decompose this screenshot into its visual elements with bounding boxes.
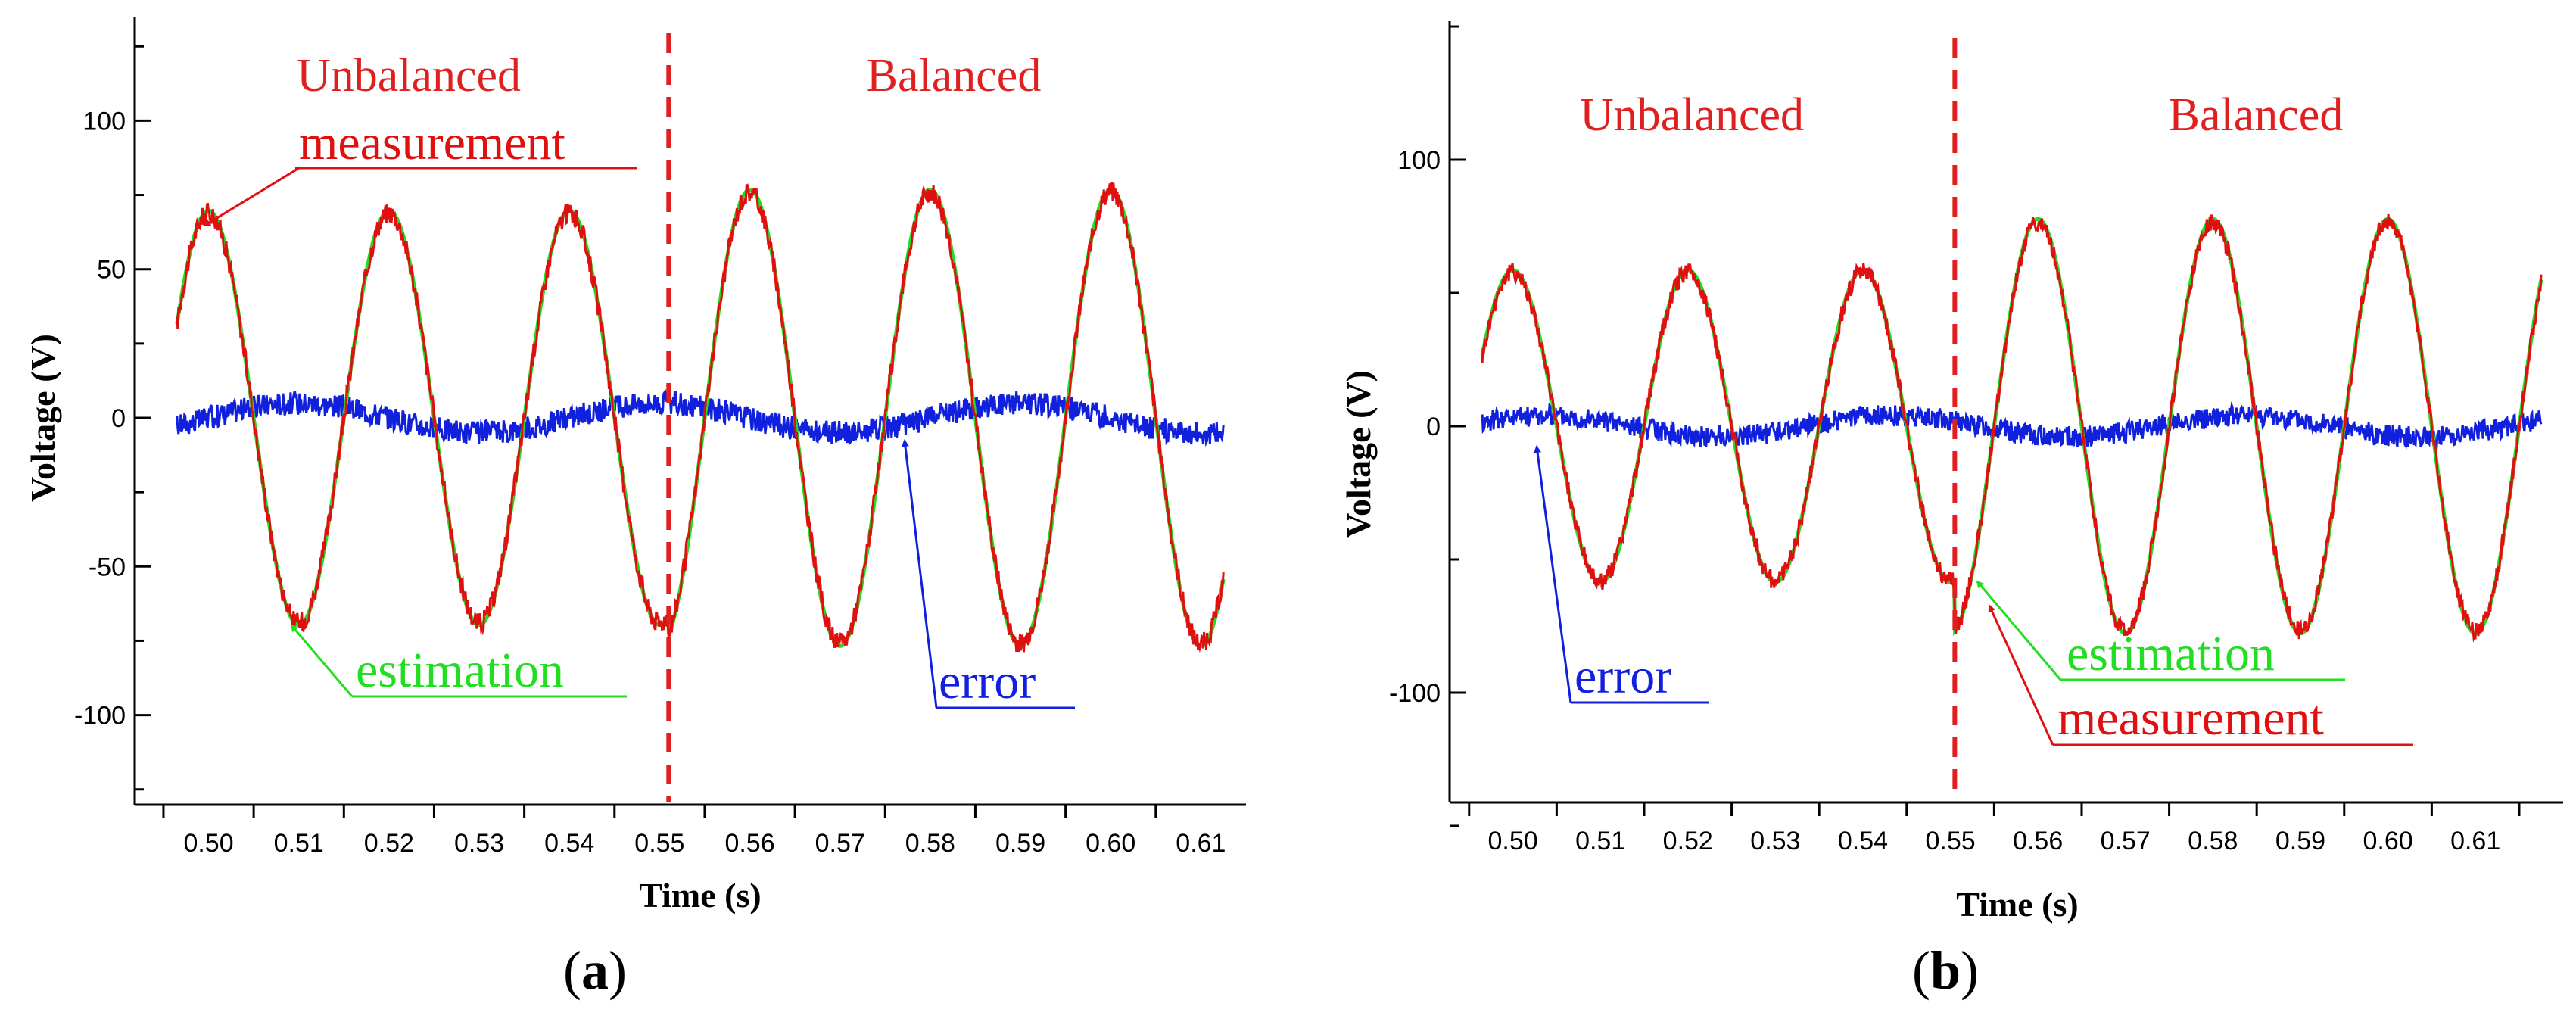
- annotation-arrow-measurement-a: [203, 167, 300, 227]
- x-tick-label: 0.54: [1838, 827, 1888, 855]
- x-tick-label: 0.55: [1925, 827, 1975, 855]
- y-ticks-a: 100 50 0 -50 -100: [74, 45, 151, 791]
- y-tick-label: 100: [1397, 146, 1441, 175]
- x-tick-label: 0.51: [1575, 827, 1625, 855]
- y-tick-label: 50: [97, 256, 126, 285]
- x-tick-label: 0.51: [274, 829, 324, 858]
- annotation-arrow-error-b: [1534, 445, 1572, 703]
- x-ticks-b: 0.50 0.51 0.52 0.53 0.54 0.55 0.56 0.57 0.58 0.59…: [1468, 802, 2521, 855]
- y-ticks-b: 100 0 -100: [1389, 25, 1466, 827]
- error-line-a: [176, 389, 1225, 447]
- region-label-balanced-a: Balanced: [867, 50, 1042, 101]
- y-tick-label: 100: [83, 107, 126, 136]
- x-tick-label: 0.50: [183, 829, 233, 858]
- annotation-arrow-measurement-b: [1988, 604, 2054, 746]
- x-tick-label: 0.53: [454, 829, 504, 858]
- x-tick-label: 0.57: [2101, 827, 2151, 855]
- y-axis-label-a: Voltage (V): [23, 334, 62, 502]
- annotation-arrow-estimation-a: [290, 624, 354, 697]
- panel-letter-a: a: [581, 940, 609, 1001]
- x-tick-label: 0.52: [1663, 827, 1713, 855]
- y-tick-label: -100: [1389, 679, 1441, 708]
- x-tick-label: 0.50: [1487, 827, 1537, 855]
- y-tick-label: 0: [111, 404, 126, 433]
- x-tick-label: 0.53: [1750, 827, 1800, 855]
- annotation-estimation-a: estimation: [356, 643, 564, 698]
- x-tick-label: 0.56: [2013, 827, 2063, 855]
- y-tick-label: -50: [89, 553, 126, 581]
- y-tick-label: 0: [1426, 413, 1441, 441]
- region-label-unbalanced-b: Unbalanced: [1580, 89, 1804, 141]
- x-tick-label: 0.55: [634, 829, 684, 858]
- x-tick-label: 0.60: [2363, 827, 2412, 855]
- x-tick-label: 0.52: [364, 829, 414, 858]
- annotation-estimation-b: estimation: [2067, 626, 2275, 681]
- x-axis-label-b: Time (s): [1956, 885, 2078, 924]
- y-axis-label-b: Voltage (V): [1339, 370, 1378, 538]
- measurement-line-b: [1481, 213, 2543, 643]
- panel-letter-b: b: [1930, 940, 1961, 1001]
- x-ticks-a: 0.50 0.51 0.52 0.53 0.54 0.55 0.56 0.57 0.58 0.59…: [162, 805, 1226, 858]
- region-label-unbalanced-a: Unbalanced: [297, 50, 521, 101]
- x-axis-label-a: Time (s): [639, 876, 761, 914]
- x-tick-label: 0.59: [2275, 827, 2325, 855]
- x-tick-label: 0.58: [905, 829, 955, 858]
- annotation-measurement-b: measurement: [2057, 690, 2324, 746]
- annotation-error-a: error: [939, 654, 1036, 709]
- x-tick-label: 0.58: [2188, 827, 2238, 855]
- annotation-error-b: error: [1575, 649, 1671, 704]
- x-tick-label: 0.61: [2450, 827, 2500, 855]
- annotation-arrow-error-a: [901, 439, 938, 709]
- x-tick-label: 0.54: [544, 829, 594, 858]
- region-label-balanced-b: Balanced: [2169, 89, 2344, 141]
- x-tick-label: 0.60: [1086, 829, 1135, 858]
- measurement-line-a: [176, 182, 1225, 653]
- x-tick-label: 0.57: [815, 829, 865, 858]
- error-line-b: [1481, 400, 2543, 450]
- panel-label-a: (a): [563, 940, 627, 1001]
- y-tick-label: -100: [74, 702, 126, 731]
- panel-label-b: (b): [1912, 940, 1979, 1001]
- x-tick-label: 0.59: [995, 829, 1045, 858]
- annotation-measurement-a: measurement: [299, 115, 565, 170]
- x-tick-label: 0.56: [724, 829, 774, 858]
- annotation-arrow-estimation-b: [1976, 580, 2062, 681]
- x-tick-label: 0.61: [1176, 829, 1226, 858]
